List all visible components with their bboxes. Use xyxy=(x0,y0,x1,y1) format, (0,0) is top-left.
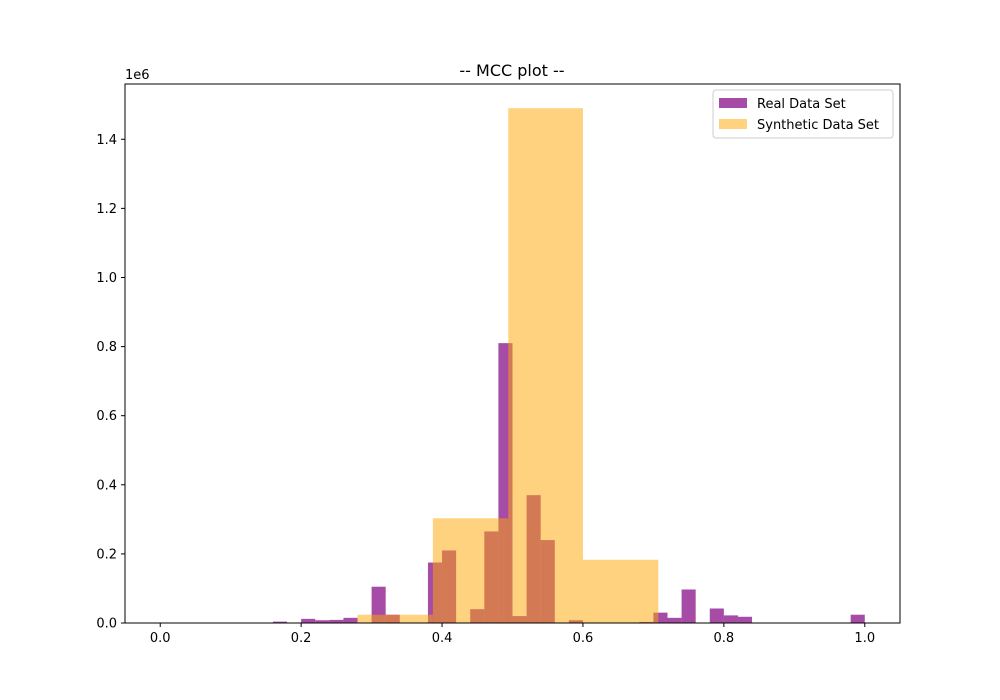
bar xyxy=(508,108,583,623)
x-tick-label: 0.8 xyxy=(714,631,735,646)
x-tick-label: 0.6 xyxy=(573,631,594,646)
y-tick-label: 0.8 xyxy=(96,340,117,355)
bar xyxy=(582,559,659,623)
bar xyxy=(371,586,386,623)
y-tick-label: 1.2 xyxy=(96,202,117,217)
bar xyxy=(272,621,288,623)
bar xyxy=(681,589,696,623)
bar xyxy=(343,617,358,623)
x-tick-label: 1.0 xyxy=(854,631,875,646)
legend-box xyxy=(712,89,894,139)
axes-layer: 0.0 0.2 0.4 0.6 0.8 1.0 0.0 0.2 0.4 0.6 0.8 1.0 1.2 1… xyxy=(96,83,901,646)
y-tick-label: 1.4 xyxy=(96,133,117,148)
bar xyxy=(301,618,316,623)
bar xyxy=(357,614,433,623)
bars-layer xyxy=(272,108,865,623)
x-tick-label: 0.2 xyxy=(291,631,312,646)
y-tick-label: 0.6 xyxy=(96,409,117,424)
bar xyxy=(653,612,668,623)
bar xyxy=(723,615,738,623)
bar xyxy=(432,518,509,623)
series-synthetic-data-set xyxy=(357,108,659,623)
legend-swatch xyxy=(719,98,747,108)
y-axis-scale-label: 1e6 xyxy=(125,68,150,83)
x-tick-label: 0.0 xyxy=(150,631,171,646)
legend-label: Synthetic Data Set xyxy=(757,118,879,133)
legend-label: Real Data Set xyxy=(757,97,846,112)
x-tick-label: 0.4 xyxy=(432,631,453,646)
chart-title: -- MCC plot -- xyxy=(459,61,564,80)
y-tick-label: 0.2 xyxy=(96,547,117,562)
bar xyxy=(315,620,330,623)
bar xyxy=(709,608,724,623)
bar xyxy=(667,617,682,623)
y-tick-label: 1.0 xyxy=(96,271,117,286)
bar xyxy=(850,614,865,623)
legend-swatch xyxy=(719,119,747,129)
y-tick-label: 0.4 xyxy=(96,478,117,493)
bar xyxy=(329,619,344,623)
legend: Real Data Set Synthetic Data Set xyxy=(712,89,894,139)
plot-frame xyxy=(124,83,901,624)
bar xyxy=(737,616,753,623)
y-tick-label: 0.0 xyxy=(96,617,117,632)
